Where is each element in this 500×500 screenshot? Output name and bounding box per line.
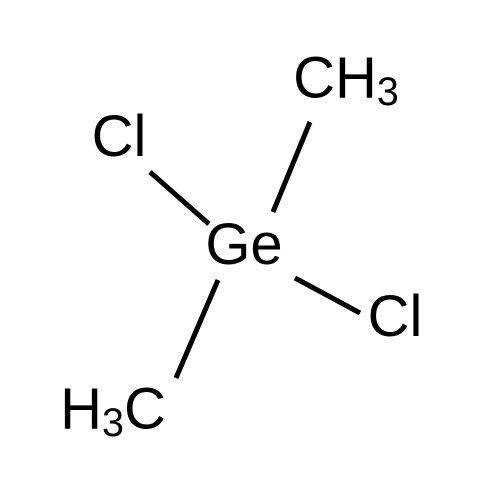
chemical-structure-diagram: Ge Cl Cl CH3 H3C xyxy=(0,0,500,500)
h3c-c: C xyxy=(124,377,166,442)
ch3-sub: 3 xyxy=(377,70,399,114)
ch3-main: CH xyxy=(293,46,377,111)
bond-ge-h3c-bot xyxy=(176,280,218,378)
bond-ge-cl-right xyxy=(295,278,360,313)
h3c-sub: 3 xyxy=(102,401,124,445)
atom-ch3-top: CH3 xyxy=(293,50,399,113)
bond-ge-ch3-top xyxy=(273,122,310,212)
h3c-h: H xyxy=(60,377,102,442)
atom-cl-top: Cl xyxy=(92,108,147,166)
atom-ge: Ge xyxy=(205,216,282,274)
bond-ge-cl-top xyxy=(150,172,209,224)
atom-h3c-bot: H3C xyxy=(60,381,166,444)
atom-cl-right: Cl xyxy=(368,288,423,346)
